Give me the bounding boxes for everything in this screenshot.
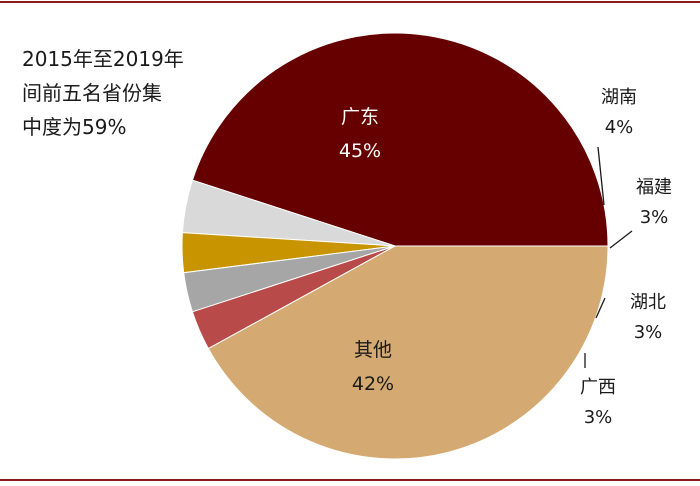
leader-lines xyxy=(584,146,633,368)
slice-name-label: 其他 xyxy=(354,339,392,361)
leader-line-4 xyxy=(595,297,606,319)
leader-line-3 xyxy=(609,230,633,249)
top-rule xyxy=(0,1,700,3)
annotation-line: 中度为59% xyxy=(22,115,127,139)
pie-slice-6 xyxy=(207,245,609,460)
slice-name-label: 广东 xyxy=(341,106,379,128)
slice-name-label: 湖南 xyxy=(601,87,637,108)
slice-name-label: 湖北 xyxy=(630,292,666,313)
annotation-line: 2015年至2019年 xyxy=(22,47,184,71)
slice-labels: 广东 45% 湖南 4% 福建 3% 湖北 3% 广西 3% 其他 42% xyxy=(339,87,672,428)
bottom-rule xyxy=(0,479,700,481)
slice-name-label: 广西 xyxy=(580,377,616,398)
concentration-annotation: 2015年至2019年 间前五名省份集 中度为59% xyxy=(22,42,222,144)
slice-value-label: 42% xyxy=(352,373,394,395)
annotation-line: 间前五名省份集 xyxy=(22,81,162,105)
slice-value-label: 3% xyxy=(634,322,663,343)
slice-value-label: 3% xyxy=(584,407,613,428)
slice-name-label: 福建 xyxy=(636,177,672,198)
slice-value-label: 4% xyxy=(605,117,634,138)
pie-slices xyxy=(181,32,609,460)
leader-line-2 xyxy=(597,146,605,206)
slice-value-label: 45% xyxy=(339,140,381,162)
pie-slice-1 xyxy=(191,32,609,247)
slice-value-label: 3% xyxy=(640,207,669,228)
